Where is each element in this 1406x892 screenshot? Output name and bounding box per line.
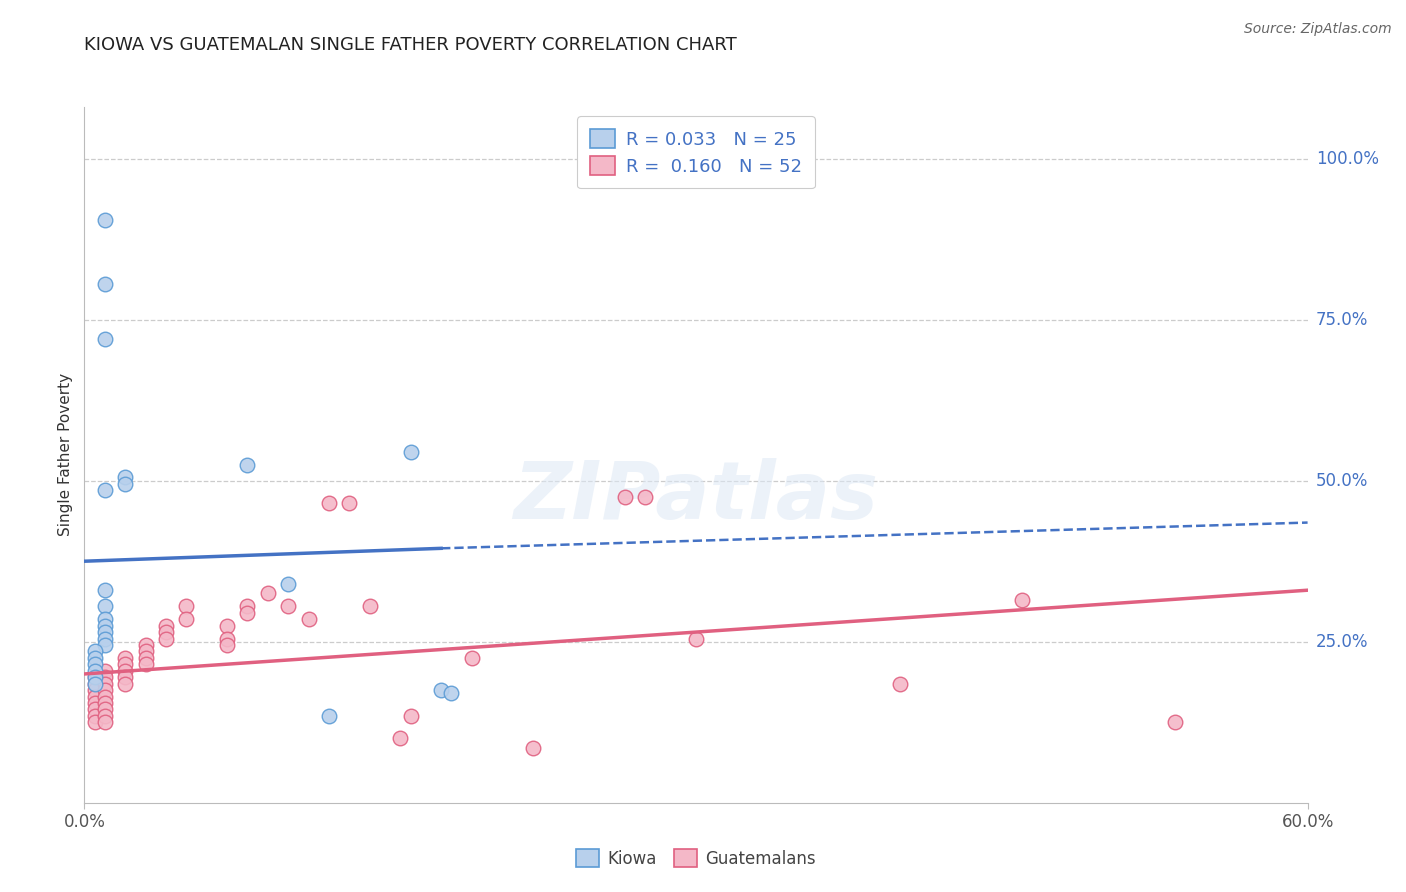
- Point: [93, 638, 115, 652]
- Point: [174, 599, 197, 614]
- Point: [277, 599, 299, 614]
- Point: [135, 651, 157, 665]
- Point: [461, 651, 484, 665]
- Point: [135, 638, 157, 652]
- Text: 75.0%: 75.0%: [1316, 310, 1368, 328]
- Point: [135, 644, 157, 658]
- Text: Source: ZipAtlas.com: Source: ZipAtlas.com: [1244, 22, 1392, 37]
- Point: [83, 664, 105, 678]
- Point: [93, 683, 115, 698]
- Point: [93, 670, 115, 684]
- Point: [83, 651, 105, 665]
- Legend: Kiowa, Guatemalans: Kiowa, Guatemalans: [569, 842, 823, 874]
- Point: [83, 708, 105, 723]
- Point: [389, 731, 412, 746]
- Point: [83, 657, 105, 672]
- Point: [1164, 715, 1187, 730]
- Point: [155, 632, 177, 646]
- Point: [217, 638, 239, 652]
- Point: [114, 676, 136, 690]
- Point: [236, 599, 259, 614]
- Text: ZIPatlas: ZIPatlas: [513, 458, 879, 536]
- Point: [359, 599, 381, 614]
- Point: [277, 576, 299, 591]
- Point: [399, 444, 422, 458]
- Point: [93, 632, 115, 646]
- Point: [83, 690, 105, 704]
- Point: [339, 496, 360, 510]
- Point: [257, 586, 280, 600]
- Point: [93, 708, 115, 723]
- Point: [93, 277, 115, 292]
- Point: [236, 606, 259, 620]
- Text: 100.0%: 100.0%: [1316, 150, 1379, 168]
- Point: [1011, 592, 1033, 607]
- Point: [613, 490, 636, 504]
- Point: [93, 583, 115, 598]
- Point: [135, 657, 157, 672]
- Point: [298, 612, 321, 626]
- Text: 25.0%: 25.0%: [1316, 632, 1368, 651]
- Point: [217, 632, 239, 646]
- Point: [318, 708, 340, 723]
- Point: [93, 612, 115, 626]
- Point: [114, 651, 136, 665]
- Point: [83, 702, 105, 716]
- Point: [114, 657, 136, 672]
- Point: [83, 676, 105, 690]
- Point: [889, 676, 911, 690]
- Point: [83, 670, 105, 684]
- Point: [318, 496, 340, 510]
- Point: [93, 696, 115, 710]
- Point: [430, 683, 453, 698]
- Point: [114, 476, 136, 491]
- Point: [114, 470, 136, 484]
- Point: [93, 212, 115, 227]
- Point: [93, 664, 115, 678]
- Text: 50.0%: 50.0%: [1316, 472, 1368, 490]
- Point: [83, 670, 105, 684]
- Point: [93, 625, 115, 640]
- Point: [93, 483, 115, 498]
- Point: [155, 625, 177, 640]
- Point: [83, 644, 105, 658]
- Point: [93, 599, 115, 614]
- Point: [114, 670, 136, 684]
- Y-axis label: Single Father Poverty: Single Father Poverty: [58, 374, 73, 536]
- Point: [522, 741, 544, 756]
- Point: [83, 696, 105, 710]
- Point: [114, 664, 136, 678]
- Point: [399, 708, 422, 723]
- Point: [93, 690, 115, 704]
- Point: [93, 676, 115, 690]
- Point: [685, 632, 707, 646]
- Point: [93, 332, 115, 346]
- Text: KIOWA VS GUATEMALAN SINGLE FATHER POVERTY CORRELATION CHART: KIOWA VS GUATEMALAN SINGLE FATHER POVERT…: [84, 36, 737, 54]
- Point: [217, 618, 239, 632]
- Point: [155, 618, 177, 632]
- Point: [174, 612, 197, 626]
- Point: [93, 618, 115, 632]
- Point: [93, 702, 115, 716]
- Point: [83, 683, 105, 698]
- Point: [440, 686, 463, 700]
- Point: [634, 490, 657, 504]
- Point: [93, 715, 115, 730]
- Point: [236, 458, 259, 472]
- Point: [83, 676, 105, 690]
- Point: [83, 715, 105, 730]
